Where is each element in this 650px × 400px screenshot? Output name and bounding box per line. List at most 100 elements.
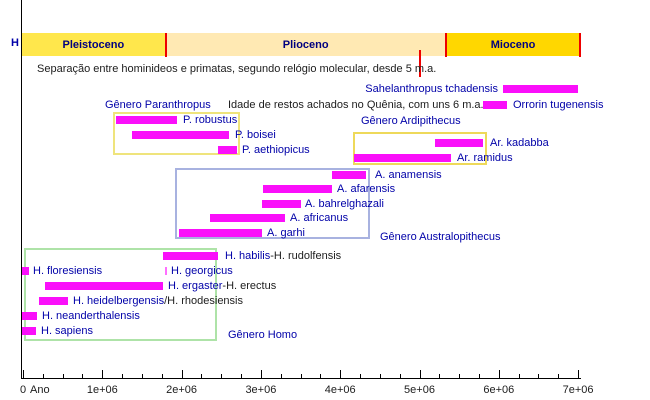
species-bar-sahelanthropus-tchadensis [502,85,579,93]
species-label-h-georgicus: H. georgicus [171,265,233,277]
species-label-p-aethiopicus: P. aethiopicus [242,144,310,156]
x-axis-major-tick [498,370,500,378]
x-axis-minor-tick [141,374,143,378]
species-bar-a-bahrelghazali [261,200,301,208]
x-axis-minor-tick [42,374,44,378]
holoceno-label: H [11,37,19,49]
molecular-clock-5ma-marker [418,50,421,77]
genus-paranthropus-label: Gênero Paranthropus [105,99,211,111]
kenya-note: Idade de restos achados no Quênia, com u… [228,99,484,111]
x-axis-minor-tick [62,374,64,378]
x-axis-major-tick [23,370,24,378]
x-axis-minor-tick [161,374,163,378]
x-axis-tick-label-6e+06: 6e+06 [483,384,515,396]
pleistocene-pliocene-boundary [164,33,167,57]
x-axis-minor-tick [82,374,84,378]
epoch-label-pleistoceno: Pleistoceno [62,38,125,51]
species-bar-h-ergaster [45,282,164,290]
species-bar-h-floresiensis [21,267,29,275]
group-box-homo [24,248,217,341]
x-axis-minor-tick [459,374,461,378]
x-axis-minor-tick [538,374,540,378]
species-bar-p-aethiopicus [218,146,238,154]
species-label-orrorin-tugenensis: Orrorin tugenensis [513,99,604,111]
species-bar-orrorin-tugenensis [482,101,507,109]
x-axis-minor-tick [399,374,401,378]
genus-ardipithecus-label: Gênero Ardipithecus [361,115,461,127]
species-label-a-bahrelghazali: A. bahrelghazali [305,198,384,210]
pliocene-miocene-boundary [444,33,447,57]
x-axis-major-tick [181,370,183,378]
species-label-h-neanderthalensis: H. neanderthalensis [42,310,140,322]
species-bar-a-garhi [179,229,262,237]
group-box-ardipithecus [353,132,487,165]
epoch-label-plioceno: Plioceno [282,38,329,51]
species-label-alt-h-ergaster: -H. erectus [222,280,277,292]
separation-note: Separação entre hominideos e primatas, s… [37,63,437,75]
x-axis-minor-tick [221,374,223,378]
species-label-h-sapiens: H. sapiens [41,325,93,337]
species-label-a-garhi: A. garhi [267,227,305,239]
x-axis-line [21,378,581,379]
species-bar-h-neanderthalensis [21,312,38,320]
x-axis-minor-tick [122,374,124,378]
x-axis-minor-tick [360,374,362,378]
x-axis-tick-label-4e+06: 4e+06 [324,384,356,396]
x-axis-minor-tick [300,374,302,378]
species-bar-ar-kadabba [435,139,483,147]
x-axis-minor-tick [201,374,203,378]
x-axis-major-tick [260,370,262,378]
species-label-p-robustus: P. robustus [183,114,238,126]
x-axis-minor-tick [280,374,282,378]
species-bar-a-afarensis [263,185,333,193]
x-axis-minor-tick [320,374,322,378]
x-axis-minor-tick [518,374,520,378]
species-label-alt-h-habilis: -H. rudolfensis [270,250,342,262]
species-label-p-boisei: P. boisei [235,129,276,141]
x-axis-tick-label-5e+06: 5e+06 [404,384,435,396]
x-axis-minor-tick [478,374,480,378]
species-bar-a-anamensis [332,171,367,179]
species-label-a-anamensis: A. anamensis [375,169,442,181]
x-axis-major-tick [419,370,421,378]
species-bar-h-sapiens [21,327,36,335]
miocene-right-edge [579,33,582,57]
species-label-ar-ramidus: Ar. ramidus [457,152,513,164]
species-label-h-heidelbergensis: H. heidelbergensis/H. rhodesiensis [73,295,243,307]
x-axis-tick-label-3e+06: 3e+06 [245,384,277,396]
species-label-a-afarensis: A. afarensis [337,183,396,195]
x-axis-unit: Ano [30,384,50,396]
species-bar-ar-ramidus [353,154,452,162]
species-bar-h-heidelbergensis [38,297,69,305]
species-label-ar-kadabba: Ar. kadabba [490,137,549,149]
species-bar-a-africanus [210,214,285,222]
x-axis-major-tick [578,370,580,378]
group-box-paranthropus [113,112,240,155]
x-axis-minor-tick [439,374,441,378]
species-bar-p-robustus [115,116,177,124]
genus-homo-label: Gênero Homo [228,329,298,341]
species-label-h-ergaster: H. ergaster-H. erectus [168,280,277,292]
epoch-label-mioceno: Mioceno [490,38,536,51]
genus-australopithecus-label: Gênero Australopithecus [380,231,501,243]
species-bar-h-habilis [163,252,219,260]
epoch-plioceno: Plioceno [165,33,446,56]
x-axis-minor-tick [241,374,243,378]
x-axis-tick-label-2e+06: 2e+06 [166,384,198,396]
species-bar-p-boisei [131,131,230,139]
species-label-a-africanus: A. africanus [290,212,349,224]
species-label-alt-h-heidelbergensis: /H. rhodesiensis [164,295,243,307]
x-axis-major-tick [102,370,104,378]
y-axis-line [21,0,22,378]
x-axis-tick-label-1e+06: 1e+06 [86,384,118,396]
x-axis-major-tick [340,370,342,378]
x-axis-tick-label-7e+06: 7e+06 [562,384,594,396]
x-axis-minor-tick [379,374,381,378]
x-axis-tick-label-0: 0 [19,384,27,396]
group-box-australopithecus [175,168,370,239]
species-label-sahelanthropus-tchadensis: Sahelanthropus tchadensis [365,83,498,95]
species-tick-h-georgicus [164,267,167,275]
epoch-mioceno: Mioceno [445,33,581,56]
species-label-h-habilis: H. habilis-H. rudolfensis [225,250,342,262]
